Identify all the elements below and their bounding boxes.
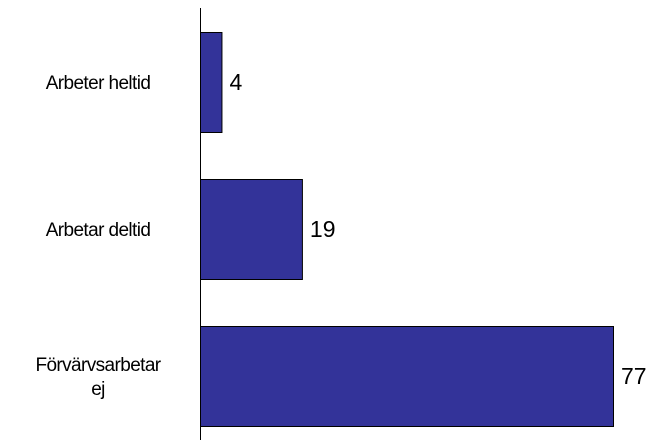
bar-1 bbox=[200, 179, 303, 280]
category-label-2-line-1: ej bbox=[91, 379, 105, 400]
data-label-0: 4 bbox=[229, 69, 242, 95]
category-label-1-line-0: Arbetar deltid bbox=[46, 220, 151, 241]
category-label-1: Arbetar deltid bbox=[46, 220, 151, 241]
category-label-0: Arbeter heltid bbox=[46, 73, 151, 94]
category-label-2: Förvärvsarbetar ej bbox=[35, 355, 161, 400]
value-labels-group: 4 19 77 bbox=[229, 69, 646, 389]
category-label-2-line-0: Förvärvsarbetar bbox=[35, 355, 161, 376]
bars-group bbox=[200, 32, 614, 427]
data-label-1: 19 bbox=[310, 216, 336, 242]
category-label-0-line-0: Arbeter heltid bbox=[46, 73, 151, 94]
category-labels-group: Arbeter heltid Arbetar deltid Förvärvsarbe… bbox=[35, 73, 162, 400]
data-label-2: 77 bbox=[621, 363, 647, 389]
bar-0 bbox=[200, 32, 223, 133]
bar-2 bbox=[200, 326, 614, 427]
